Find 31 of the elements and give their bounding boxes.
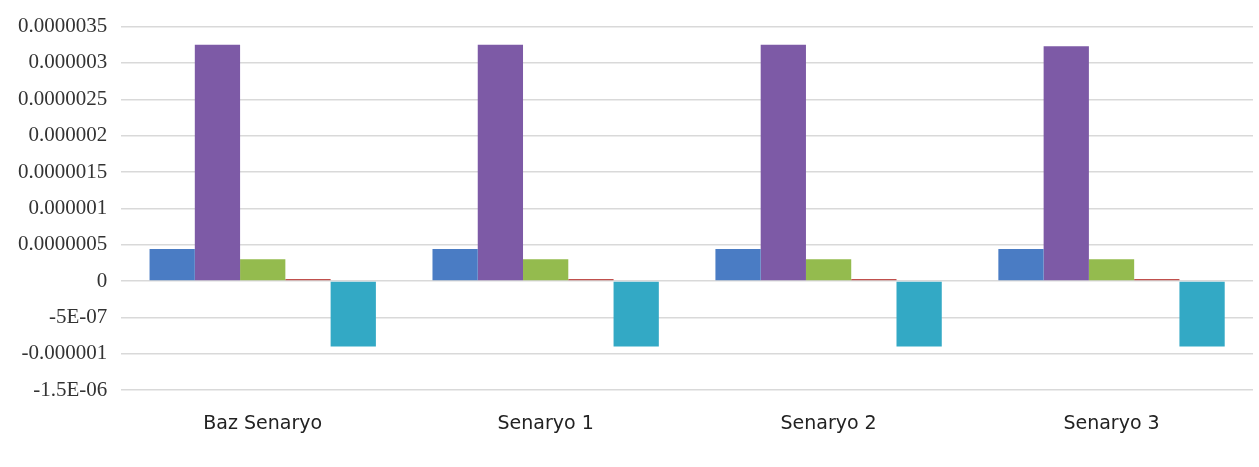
bar: [1179, 281, 1225, 347]
bar: [896, 281, 942, 347]
y-tick-label: 0.000003: [28, 49, 108, 74]
y-tick-label: 0: [96, 267, 108, 292]
bar: [194, 44, 241, 281]
bar: [715, 249, 761, 281]
bar: [1088, 259, 1135, 281]
y-tick-label: 0.000002: [28, 122, 108, 147]
x-tick-label: Senaryo 3: [1063, 410, 1160, 433]
x-tick-label: Baz Senaryo: [203, 410, 323, 433]
y-tick-label: -1.5E-06: [33, 376, 108, 401]
bar: [1043, 46, 1089, 281]
y-tick-label: -5E-07: [48, 304, 108, 328]
y-tick-label: 0.0000025: [18, 85, 108, 110]
bar: [240, 259, 286, 281]
bar: [477, 44, 524, 281]
y-tick-label: 0.0000035: [18, 13, 108, 38]
y-tick-label: 0.000001: [28, 194, 108, 219]
bar: [760, 44, 806, 281]
bar: [523, 259, 569, 281]
x-tick-label: Senaryo 1: [497, 410, 594, 433]
bar: [805, 259, 852, 281]
bar: [149, 249, 195, 281]
bar: [432, 249, 478, 281]
y-tick-label: -0.000001: [21, 340, 108, 365]
y-tick-label: 0.0000005: [18, 231, 108, 256]
x-tick-label: Senaryo 2: [780, 410, 877, 433]
y-tick-label: 0.0000015: [18, 158, 108, 183]
bar: [998, 249, 1044, 281]
bar: [613, 281, 659, 347]
bar: [330, 281, 376, 347]
